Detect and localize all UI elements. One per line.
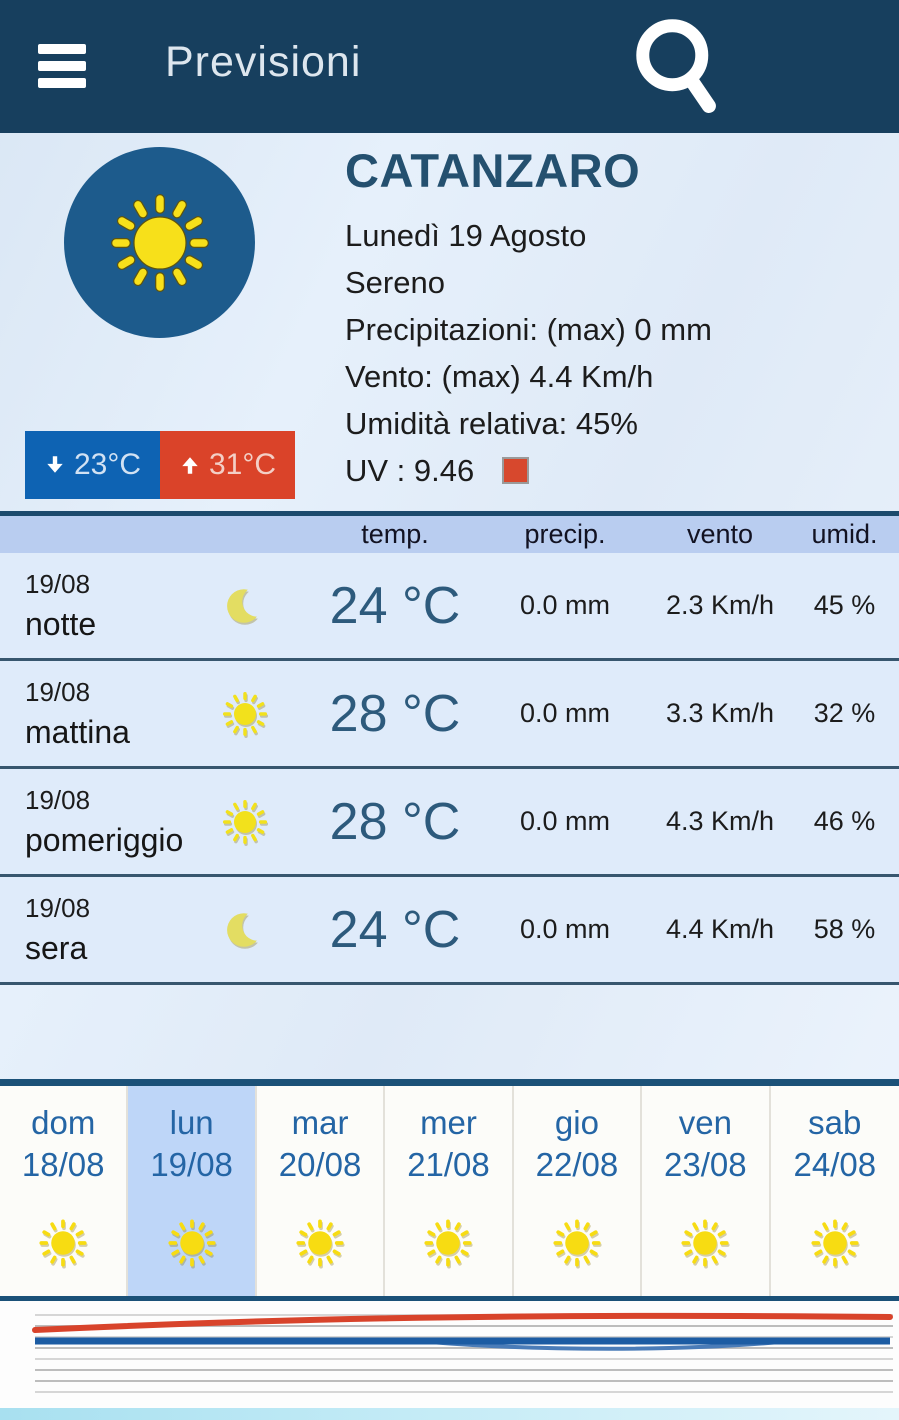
row-temp: 24 °C (329, 900, 461, 959)
day-name: mer (420, 1104, 477, 1141)
day-column-gio[interactable]: gio 22/08 (514, 1086, 643, 1296)
header-wind: vento (686, 519, 754, 549)
forecast-row-mattina[interactable]: 19/08 mattina (0, 661, 899, 769)
sun-icon (161, 1212, 223, 1279)
sun-icon (289, 1212, 351, 1279)
day-name: ven (678, 1104, 732, 1141)
row-date: 19/08 (25, 784, 91, 815)
day-column-mer[interactable]: mer 21/08 (385, 1086, 514, 1296)
sun-icon (804, 1212, 866, 1279)
row-period: mattina (25, 713, 130, 750)
day-date: 23/08 (664, 1146, 747, 1183)
sun-icon (546, 1212, 608, 1279)
header-humidity: umid. (811, 519, 878, 549)
current-date: Lunedì 19 Agosto (345, 218, 587, 253)
day-column-ven[interactable]: ven 23/08 (642, 1086, 771, 1296)
uv-value: UV : 9.46 (345, 453, 475, 488)
current-condition: Sereno (345, 265, 445, 300)
current-weather-icon (64, 147, 255, 338)
day-column-lun[interactable]: lun 19/08 (128, 1086, 257, 1296)
day-date: 22/08 (535, 1146, 619, 1183)
row-humidity: 58 % (813, 914, 876, 944)
row-precip: 0.0 mm (519, 698, 611, 728)
row-wind: 2.3 Km/h (665, 590, 775, 620)
row-period: sera (25, 929, 88, 966)
row-temp: 24 °C (329, 576, 461, 635)
day-date: 20/08 (278, 1146, 362, 1183)
arrow-down-icon (47, 456, 63, 473)
forecast-row-sera[interactable]: 19/08 sera 24 °C 0.0 mm 4.4 Km/h 58 % (0, 877, 899, 985)
current-precipitation: Precipitazioni: (max) 0 mm (345, 312, 712, 347)
current-conditions-section: CATANZARO Lunedì 19 Agosto Sereno Precip… (0, 133, 899, 511)
day-column-sab[interactable]: sab 24/08 (771, 1086, 899, 1296)
sun-icon (180, 793, 310, 851)
week-strip: dom 18/08 lun 19/08 mar 20/08 mer 21/08 … (0, 1079, 899, 1301)
moon-icon (180, 578, 310, 634)
minmax-badges: 23°C 31°C (25, 431, 295, 499)
day-date: 21/08 (407, 1146, 490, 1183)
row-period: pomeriggio (25, 821, 184, 858)
page-title: Previsioni (165, 38, 362, 86)
max-temp-value: 31°C (208, 448, 277, 481)
day-date: 18/08 (21, 1146, 105, 1183)
app-bar: Previsioni (0, 0, 899, 133)
row-date: 19/08 (25, 676, 91, 707)
row-wind: 3.3 Km/h (665, 698, 775, 728)
uv-indicator (502, 457, 530, 484)
menu-icon[interactable] (38, 44, 86, 90)
day-name: mar (291, 1104, 349, 1141)
row-precip: 0.0 mm (519, 806, 611, 836)
city-name: CATANZARO (345, 144, 641, 197)
row-temp: 28 °C (329, 792, 461, 851)
min-temp-dip-line (429, 1340, 781, 1351)
sun-icon (417, 1212, 479, 1279)
forecast-table: temp. precip. vento umid. 19/08 notte 24… (0, 511, 899, 985)
day-date: 24/08 (793, 1146, 877, 1183)
min-temp-value: 23°C (73, 448, 142, 481)
spacer (0, 985, 899, 1079)
sun-icon (180, 685, 310, 743)
max-temp-badge: 31°C (160, 431, 295, 499)
forecast-row-pomeriggio[interactable]: 19/08 pomeriggio (0, 769, 899, 877)
row-precip: 0.0 mm (519, 914, 611, 944)
search-icon[interactable] (618, 8, 736, 126)
bottom-strip (0, 1408, 899, 1420)
row-humidity: 46 % (813, 806, 876, 836)
day-name: sab (808, 1104, 862, 1141)
temp-trend-chart (0, 1301, 899, 1408)
current-humidity: Umidità relativa: 45% (345, 406, 638, 441)
row-temp: 28 °C (329, 684, 461, 743)
forecast-row-notte[interactable]: 19/08 notte 24 °C 0.0 mm 2.3 Km/h 45 % (0, 553, 899, 661)
sun-icon (674, 1212, 736, 1279)
max-temp-line (32, 1312, 893, 1333)
header-temp: temp. (361, 519, 429, 549)
min-temp-badge: 23°C (25, 431, 160, 499)
day-date: 19/08 (150, 1146, 233, 1183)
table-header: temp. precip. vento umid. (0, 516, 899, 553)
current-wind: Vento: (max) 4.4 Km/h (345, 359, 654, 394)
row-date: 19/08 (25, 568, 91, 599)
row-humidity: 45 % (813, 590, 876, 620)
table-top-border (0, 511, 899, 516)
row-wind: 4.3 Km/h (665, 806, 775, 836)
day-column-dom[interactable]: dom 18/08 (0, 1086, 129, 1296)
row-period: notte (25, 605, 97, 642)
day-name: gio (554, 1104, 599, 1141)
day-column-mar[interactable]: mar 20/08 (257, 1086, 386, 1296)
day-name: lun (169, 1104, 214, 1141)
day-name: dom (31, 1104, 96, 1141)
sun-icon (110, 193, 209, 292)
row-date: 19/08 (25, 892, 91, 923)
row-humidity: 32 % (813, 698, 876, 728)
row-precip: 0.0 mm (519, 590, 611, 620)
sun-icon (32, 1212, 94, 1279)
row-wind: 4.4 Km/h (665, 914, 775, 944)
header-precip: precip. (524, 519, 606, 549)
moon-icon (180, 902, 310, 958)
arrow-up-icon (182, 457, 198, 474)
